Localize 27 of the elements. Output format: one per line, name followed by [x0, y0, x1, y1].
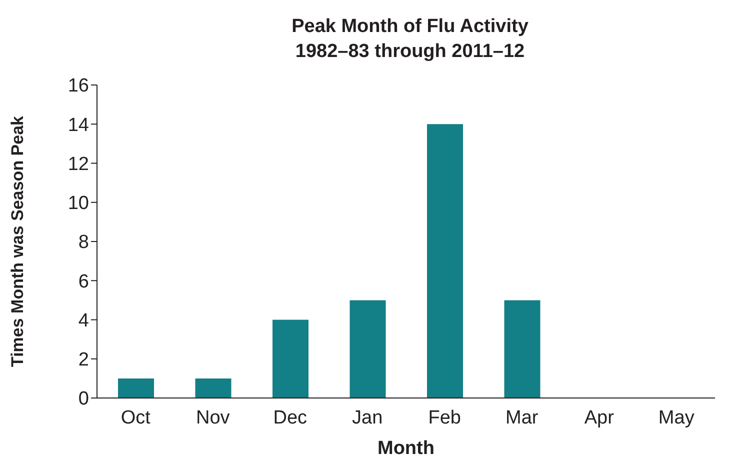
x-tick-label: May — [658, 407, 695, 428]
y-tick-label: 16 — [68, 76, 89, 97]
y-tick-label: 8 — [78, 232, 89, 254]
y-axis-title: Times Month was Season Peak — [8, 115, 28, 367]
x-tick-label: Dec — [273, 407, 308, 428]
x-tick-label: Nov — [196, 407, 230, 428]
x-tick-label: Jan — [352, 407, 383, 428]
bar — [272, 320, 308, 398]
x-tick-label: Oct — [120, 407, 152, 428]
y-tick-label: 0 — [78, 388, 89, 410]
bar — [350, 300, 386, 398]
bar — [118, 378, 154, 398]
y-tick-label: 2 — [78, 350, 89, 371]
x-axis-title: Month — [378, 438, 434, 459]
x-tick-label: Mar — [506, 407, 539, 428]
chart-subtitle: 1982–83 through 2011–12 — [294, 40, 526, 64]
bar — [504, 300, 540, 398]
bar — [427, 124, 463, 398]
x-tick-label: Feb — [428, 407, 461, 428]
y-tick-label: 4 — [78, 310, 90, 332]
y-tick-label: 12 — [68, 154, 89, 175]
bar — [195, 378, 232, 398]
y-tick-label: 14 — [68, 114, 90, 136]
y-tick-label: 10 — [68, 193, 89, 214]
y-tick-label: 6 — [78, 271, 89, 292]
x-tick-label: Apr — [584, 407, 615, 428]
chart-title: Peak Month of Flu Activity — [290, 15, 530, 39]
